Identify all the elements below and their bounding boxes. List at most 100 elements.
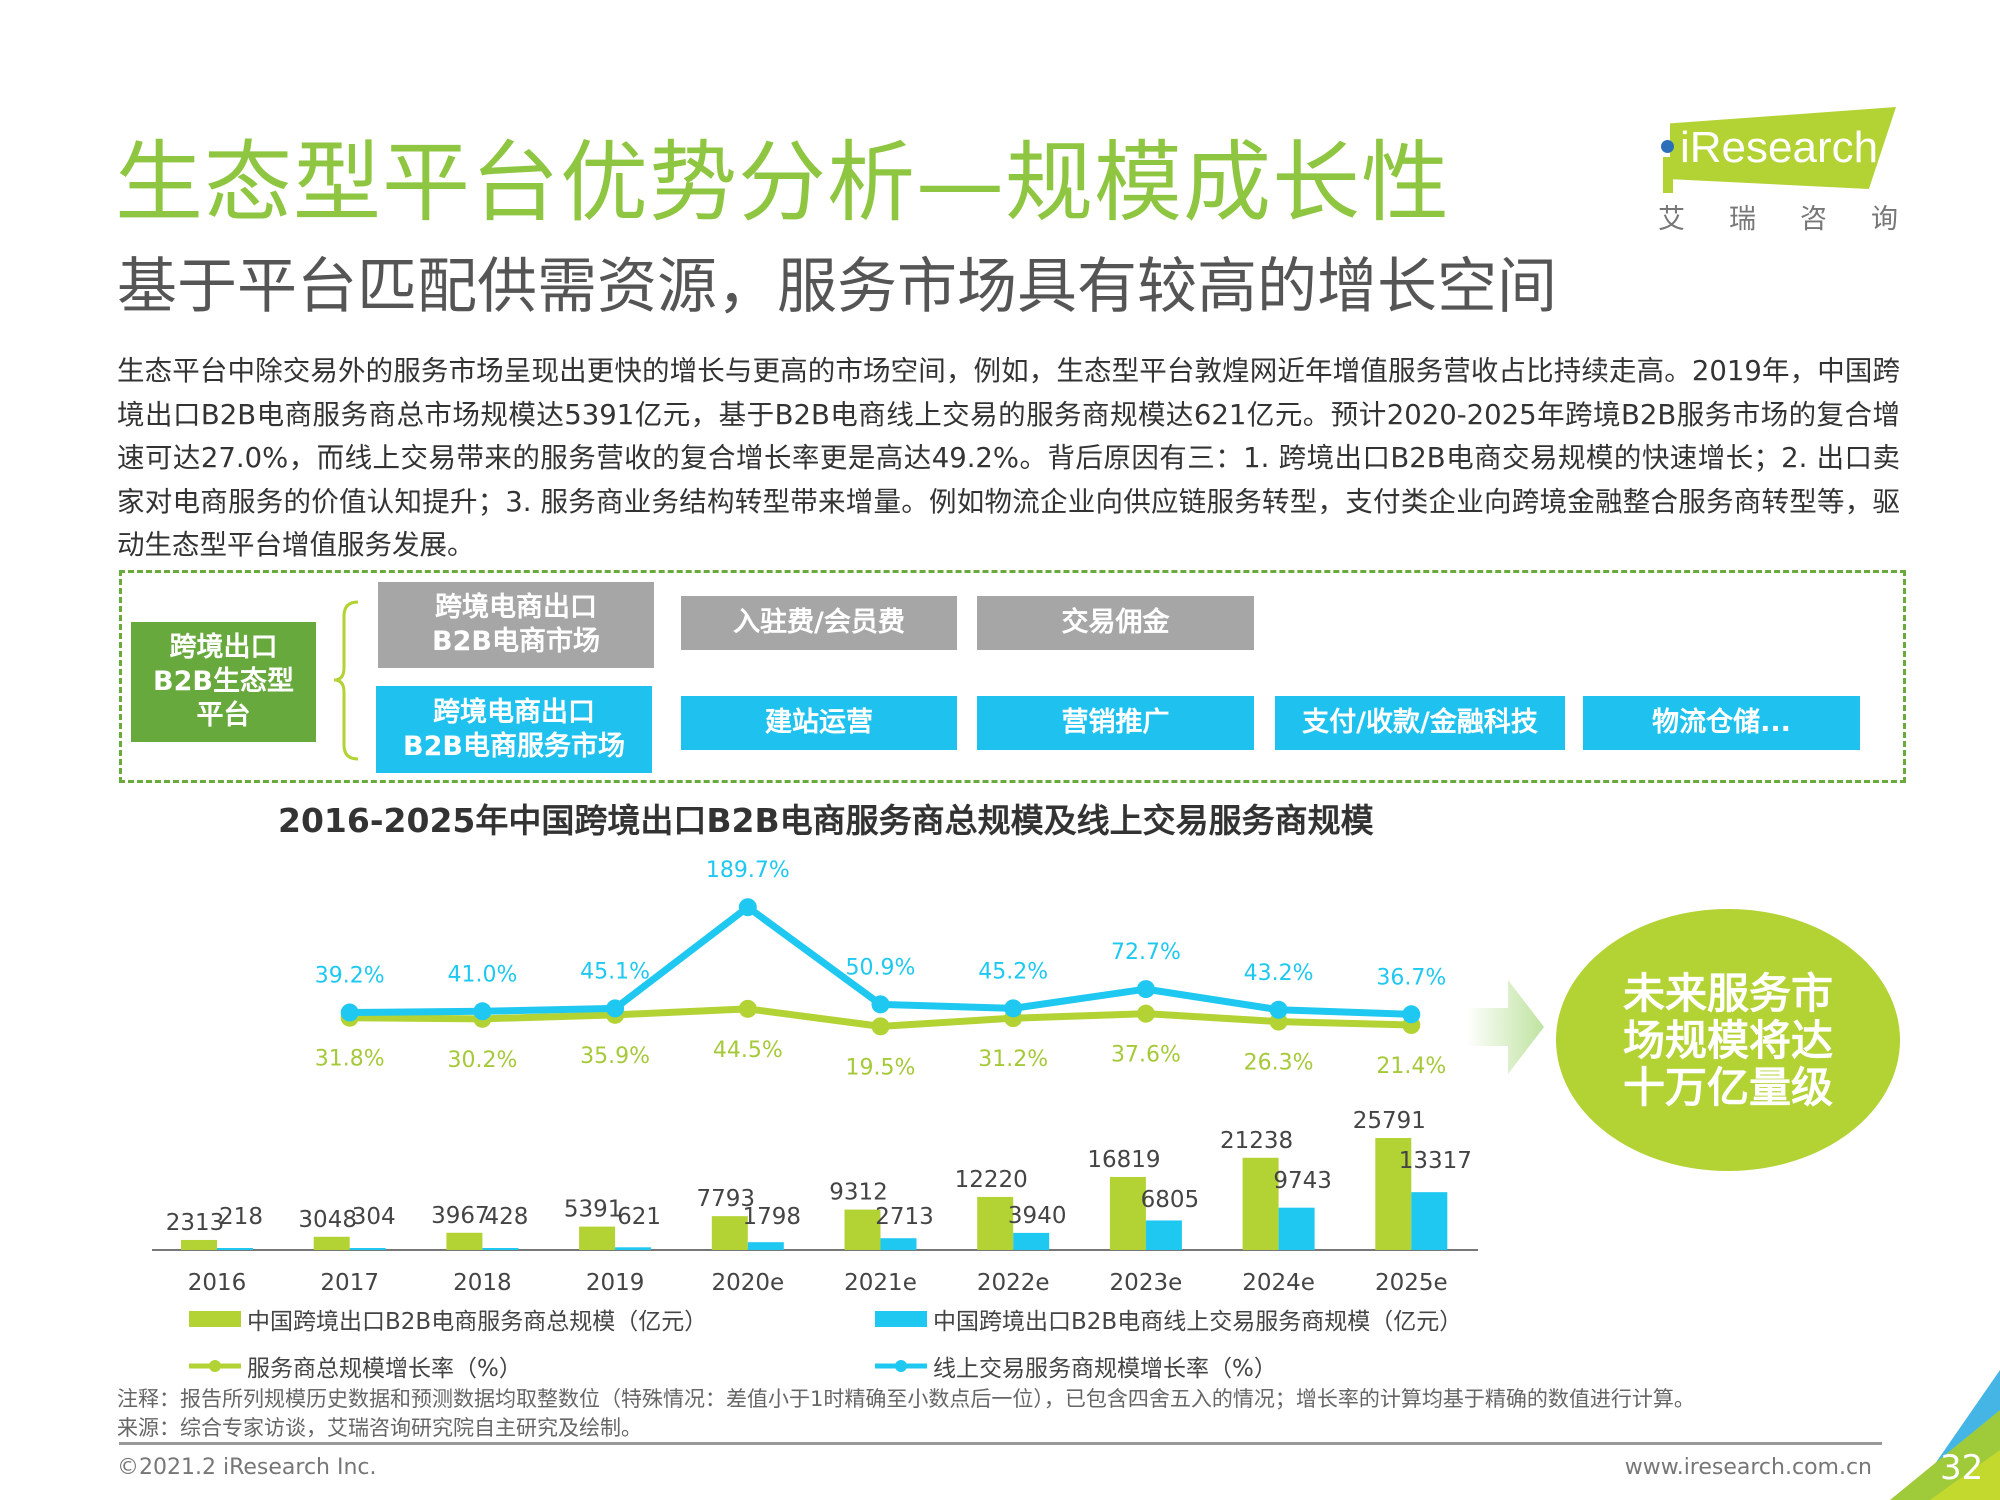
legend-line-marker: [189, 1360, 241, 1372]
copyright: ©2021.2 iResearch Inc.: [117, 1455, 377, 1480]
line-point: [1269, 1000, 1288, 1019]
line-label: 189.7%: [706, 858, 790, 883]
x-tick-label: 2019: [586, 1270, 645, 1296]
bar-total: [446, 1232, 483, 1250]
chart-source: 来源：综合专家访谈，艾瑞咨询研究院自主研究及绘制。: [117, 1416, 642, 1440]
bar-total: [844, 1209, 881, 1250]
bar-label-total: 3967: [431, 1203, 490, 1229]
bar-label-total: 16819: [1087, 1147, 1160, 1173]
legend-label: 服务商总规模增长率（%）: [247, 1356, 522, 1382]
line-label: 35.9%: [580, 1044, 650, 1069]
brace-icon: [333, 600, 359, 761]
x-tick-label: 2021e: [844, 1270, 917, 1296]
bar-online: [217, 1248, 253, 1250]
logo-cn-char: 询: [1871, 204, 1898, 235]
corner-decoration: [1890, 1370, 2000, 1500]
bar-label-total: 12220: [955, 1167, 1028, 1193]
bar-label-online: 13317: [1399, 1148, 1472, 1174]
line-label: 37.6%: [1111, 1043, 1181, 1068]
line-label: 43.2%: [1244, 961, 1314, 986]
market-item-membership-fee: 入驻费/会员费: [681, 596, 957, 650]
callout-line: 未来服务市: [1622, 968, 1833, 1018]
page-title: 生态型平台优势分析—规模成长性: [115, 131, 1451, 234]
line-point: [340, 1003, 359, 1022]
logo-cn-char: 艾: [1658, 204, 1685, 235]
bar-label-total: 9312: [829, 1180, 888, 1206]
legend-line-marker: [875, 1360, 927, 1372]
bar-online: [1278, 1207, 1315, 1250]
logo-text: iResearch: [1680, 123, 1879, 172]
bar-label-online: 304: [352, 1204, 396, 1230]
legend-online-growth: 线上交易服务商规模增长率（%）: [875, 1349, 1277, 1383]
website-link[interactable]: www.iresearch.com.cn: [1624, 1455, 1872, 1480]
line-label: 44.5%: [713, 1038, 783, 1063]
bar-online: [1013, 1232, 1050, 1250]
line-label: 31.2%: [978, 1047, 1048, 1072]
x-tick-label: 2024e: [1242, 1270, 1315, 1296]
bar-online: [1145, 1220, 1182, 1250]
line-point: [738, 999, 757, 1018]
line-label: 31.8%: [315, 1047, 385, 1072]
arrow-right-icon: [1466, 980, 1544, 1074]
line-point: [871, 1017, 890, 1036]
box-line: 跨境电商出口: [434, 592, 597, 624]
legend-total-growth: 服务商总规模增长率（%）: [189, 1349, 522, 1383]
x-tick-label: 2025e: [1375, 1270, 1448, 1296]
chart-title: 2016-2025年中国跨境出口B2B电商服务商总规模及线上交易服务商规模: [278, 801, 1374, 840]
callout-bubble: 未来服务市 场规模将达 十万亿量级: [1556, 909, 1900, 1171]
bar-online: [615, 1247, 652, 1250]
line-label: 41.0%: [447, 962, 517, 987]
intro-paragraph: 生态平台中除交易外的服务市场呈现出更快的增长与更高的市场空间，例如，生态型平台敦…: [117, 355, 1900, 561]
page-number: 32: [1940, 1448, 1984, 1488]
bar-total: [313, 1236, 350, 1250]
line-label: 36.7%: [1376, 965, 1446, 990]
callout-line: 十万亿量级: [1622, 1062, 1833, 1112]
bar-total: [1375, 1138, 1412, 1250]
box-line: 跨境出口: [169, 632, 278, 664]
callout-line: 场规模将达: [1622, 1015, 1833, 1065]
x-tick-label: 2020e: [711, 1270, 784, 1296]
bar-label-online: 6805: [1141, 1187, 1200, 1213]
bar-label-online: 428: [484, 1204, 528, 1230]
box-line: B2B电商市场: [432, 626, 600, 657]
legend-swatch: [875, 1311, 927, 1327]
bar-total: [579, 1226, 616, 1250]
legend-label: 中国跨境出口B2B电商线上交易服务商规模（亿元）: [933, 1309, 1463, 1335]
legend-label: 线上交易服务商规模增长率（%）: [933, 1356, 1277, 1382]
bar-label-online: 1798: [743, 1204, 802, 1230]
line-label: 21.4%: [1376, 1054, 1446, 1079]
line-label: 39.2%: [315, 964, 385, 989]
bar-online: [1411, 1192, 1448, 1250]
bar-label-online: 218: [219, 1204, 263, 1230]
box-line: B2B电商服务市场: [403, 730, 625, 762]
footer-divider: [119, 1442, 1882, 1445]
line-point: [473, 1002, 492, 1021]
bar-label-online: 621: [617, 1204, 661, 1230]
bar-label-online: 9743: [1273, 1168, 1332, 1194]
bar-total: [711, 1216, 748, 1250]
ecosystem-diagram-frame: [119, 570, 1906, 783]
service-item-site-ops: 建站运营: [681, 696, 957, 750]
legend-swatch: [189, 1311, 241, 1327]
box-line: 平台: [196, 699, 251, 731]
bar-label-online: 3940: [1008, 1203, 1067, 1229]
bar-label-online: 2713: [875, 1204, 934, 1230]
x-tick-label: 2023e: [1110, 1270, 1183, 1296]
service-item-marketing: 营销推广: [977, 696, 1254, 750]
x-tick-label: 2017: [320, 1270, 379, 1296]
line-point: [871, 995, 890, 1014]
bar-label-total: 2313: [166, 1210, 225, 1236]
bar-online: [349, 1248, 386, 1250]
line-label: 19.5%: [846, 1055, 916, 1080]
service-item-payment: 支付/收款/金融科技: [1275, 696, 1565, 750]
bar-online: [482, 1248, 519, 1250]
line-label: 45.2%: [978, 959, 1048, 984]
line-label: 26.3%: [1244, 1051, 1314, 1076]
x-tick-label: 2022e: [977, 1270, 1050, 1296]
line-point: [1136, 980, 1155, 999]
service-item-logistics: 物流仓储...: [1583, 696, 1860, 750]
logo-cn-char: 咨: [1800, 204, 1827, 235]
x-tick-label: 2016: [188, 1270, 247, 1296]
b2b-market-box: 跨境电商出口 B2B电商市场: [378, 582, 654, 668]
